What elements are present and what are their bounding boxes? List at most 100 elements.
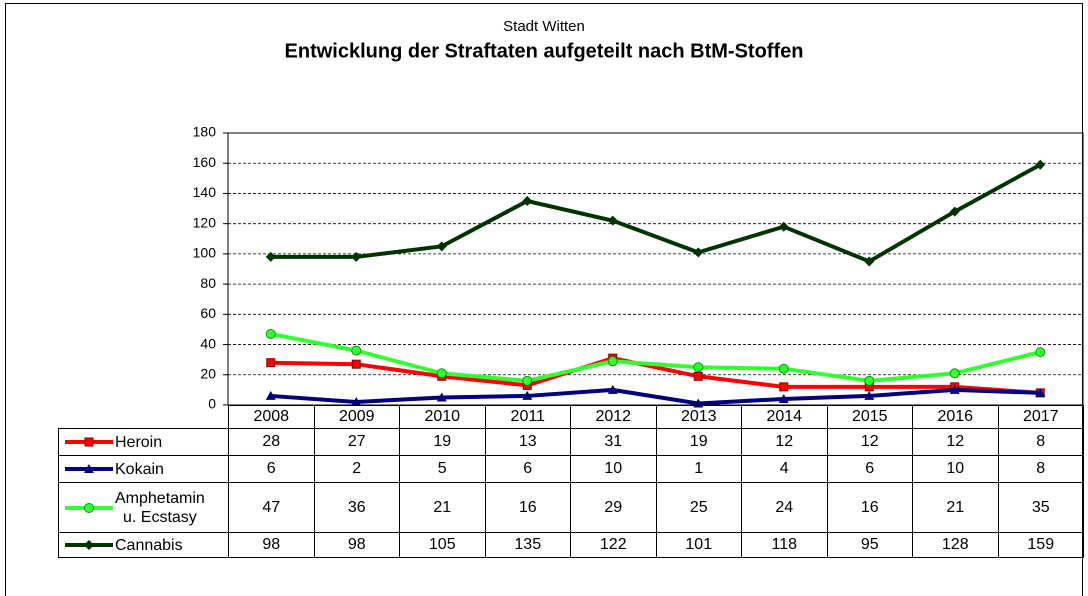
marker xyxy=(351,345,362,356)
marker xyxy=(436,241,447,252)
marker xyxy=(949,384,960,394)
table-value: 29 xyxy=(570,482,657,533)
legend-label: Kokain xyxy=(115,460,164,478)
series-line xyxy=(270,356,1041,395)
y-tick-label: 80 xyxy=(200,275,216,291)
marker xyxy=(84,540,94,550)
legend-cell: Cannabis xyxy=(58,532,229,558)
marker xyxy=(351,251,362,262)
table-value: 24 xyxy=(741,482,828,533)
legend-cell: Amphetamin u. Ecstasy xyxy=(58,482,229,533)
marker xyxy=(607,215,618,226)
table-value: 27 xyxy=(313,428,400,456)
marker xyxy=(522,196,533,206)
y-tick-label: 60 xyxy=(200,305,216,321)
table-value: 6 xyxy=(484,455,571,483)
legend-entry: Heroin xyxy=(63,433,228,452)
series-line xyxy=(270,332,1041,383)
table-value: 10 xyxy=(570,455,657,483)
table-value: 8 xyxy=(997,428,1084,456)
legend-marker xyxy=(65,502,113,513)
table-value: 4 xyxy=(741,455,828,483)
marker xyxy=(607,384,618,394)
table-value: 5 xyxy=(399,455,486,483)
table-value: 98 xyxy=(228,532,315,558)
marker xyxy=(778,363,789,374)
x-tick-label: 2017 xyxy=(997,405,1084,429)
y-tick-label: 20 xyxy=(200,365,216,381)
legend-cell: Heroin xyxy=(58,428,229,456)
marker xyxy=(864,390,875,400)
x-tick-label: 2015 xyxy=(826,405,913,429)
table-value: 101 xyxy=(655,532,742,558)
marker xyxy=(265,328,276,339)
y-tick-label: 180 xyxy=(193,124,217,140)
table-value: 12 xyxy=(826,428,913,456)
y-tick-label: 120 xyxy=(193,214,217,230)
table-value: 128 xyxy=(912,532,999,558)
table-value: 118 xyxy=(741,532,828,558)
marker xyxy=(693,247,704,258)
table-value: 6 xyxy=(826,455,913,483)
table-value: 12 xyxy=(912,428,999,456)
table-value: 6 xyxy=(228,455,315,483)
legend-cell: Kokain xyxy=(58,455,229,483)
marker xyxy=(436,392,447,402)
y-tick-label: 140 xyxy=(193,184,217,200)
legend-label: Amphetamin u. Ecstasy xyxy=(115,489,205,526)
table-value: 13 xyxy=(484,428,571,456)
x-tick-label: 2010 xyxy=(399,405,486,429)
table-value: 105 xyxy=(399,532,486,558)
table-value: 95 xyxy=(826,532,913,558)
y-tick-label: 40 xyxy=(200,335,216,351)
legend-label: Cannabis xyxy=(115,536,183,554)
table-value: 98 xyxy=(313,532,400,558)
legend-marker xyxy=(65,540,113,550)
table-row: Cannabis 98 98 105 135 122 101 118 95 128 159 xyxy=(58,532,1084,558)
x-tick-label: 2013 xyxy=(655,405,742,429)
marker xyxy=(693,362,704,373)
table-value: 35 xyxy=(997,482,1084,533)
marker xyxy=(266,358,276,368)
marker xyxy=(265,390,276,400)
marker xyxy=(84,437,94,447)
legend-label: Heroin xyxy=(115,433,163,451)
table-value: 25 xyxy=(655,482,742,533)
table-value: 19 xyxy=(655,428,742,456)
table-value: 1 xyxy=(655,455,742,483)
x-tick-label: 2011 xyxy=(484,405,571,429)
marker xyxy=(607,356,618,367)
y-tick-label: 0 xyxy=(208,396,216,412)
marker xyxy=(1035,347,1046,358)
marker xyxy=(84,502,94,513)
marker xyxy=(522,375,533,386)
marker xyxy=(693,371,703,381)
marker xyxy=(351,396,362,406)
x-tick-label: 2009 xyxy=(313,405,400,429)
x-tick-label: 2008 xyxy=(228,405,315,429)
table-value: 16 xyxy=(826,482,913,533)
legend-entry: Amphetamin u. Ecstasy xyxy=(63,489,228,527)
table-value: 28 xyxy=(228,428,315,456)
marker xyxy=(436,368,447,379)
blank-cell xyxy=(59,406,229,429)
x-tick-label: 2012 xyxy=(570,405,657,429)
table-value: 10 xyxy=(912,455,999,483)
marker xyxy=(1035,159,1046,170)
x-tick-label: 2014 xyxy=(741,405,828,429)
table-row: Kokain 6 2 5 6 10 1 4 6 10 8 xyxy=(58,455,1084,483)
table-value: 8 xyxy=(997,455,1084,483)
legend-entry: Kokain xyxy=(63,460,228,479)
table-value: 19 xyxy=(399,428,486,456)
chart-subtitle: Stadt Witten xyxy=(503,18,585,35)
marker xyxy=(265,251,276,262)
table-value: 21 xyxy=(399,482,486,533)
marker xyxy=(84,464,94,473)
marker xyxy=(949,368,960,379)
y-tick-label: 160 xyxy=(193,154,217,170)
table-value: 12 xyxy=(741,428,828,456)
data-table: 2008 2009 2010 2011 2012 2013 2014 2015 2016 2017… xyxy=(58,405,1084,558)
series-line xyxy=(270,162,1042,264)
